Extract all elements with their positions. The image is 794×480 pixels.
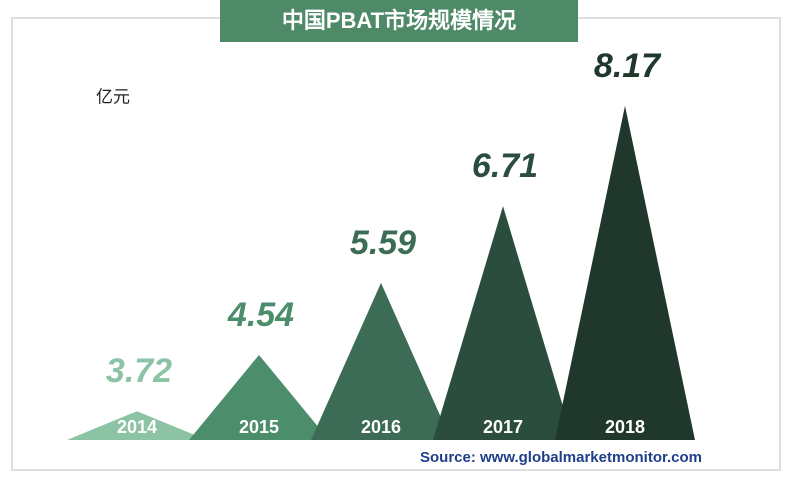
x-tick-label: 2015 xyxy=(239,417,279,437)
x-tick-label: 2014 xyxy=(117,417,157,437)
triangle-bar xyxy=(555,105,695,440)
value-label: 3.72 xyxy=(106,352,172,390)
triangle-bar xyxy=(311,282,451,440)
source: Source: www.globalmarketmonitor.com xyxy=(420,449,702,466)
value-label: 6.71 xyxy=(472,147,538,185)
triangle-bar xyxy=(433,206,573,440)
chart-title: 中国PBAT市场规模情况 xyxy=(282,8,516,33)
value-label: 8.17 xyxy=(594,47,662,85)
x-tick-label: 2018 xyxy=(605,417,645,437)
title-box xyxy=(220,0,578,42)
triangle-bar xyxy=(67,411,207,440)
x-tick-label: 2017 xyxy=(483,417,523,437)
x-tick-label: 2016 xyxy=(361,417,401,437)
unit-label: 亿元 xyxy=(96,87,130,106)
value-label: 5.59 xyxy=(350,224,416,262)
value-label: 4.54 xyxy=(227,296,294,334)
triangle-bar xyxy=(189,354,329,440)
